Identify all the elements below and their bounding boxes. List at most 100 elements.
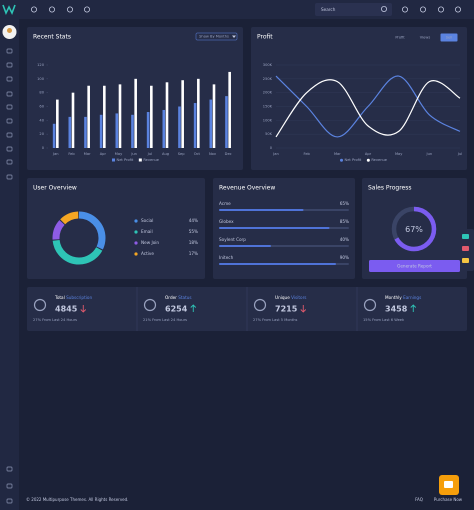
generate-report-button[interactable] bbox=[369, 260, 460, 272]
legend-swatch bbox=[134, 219, 138, 223]
bar bbox=[150, 85, 153, 148]
logo[interactable] bbox=[2, 4, 16, 15]
search-icon[interactable] bbox=[380, 6, 387, 12]
y-tick-label: 50K bbox=[265, 132, 273, 136]
trend-arrow bbox=[410, 304, 417, 312]
nav-icon[interactable] bbox=[6, 118, 13, 124]
filter-label: Show By Months bbox=[199, 35, 229, 39]
legend-label: Email bbox=[141, 229, 153, 234]
stat-title-accent: Visitors bbox=[291, 295, 306, 300]
bar bbox=[162, 109, 166, 148]
stat-icon bbox=[253, 298, 267, 312]
y-tick-label: 100K bbox=[263, 118, 273, 122]
y-tick-label: 80 bbox=[39, 91, 44, 95]
stat-title: MonthlyEarnings bbox=[385, 295, 421, 300]
top-icon[interactable] bbox=[437, 6, 444, 13]
trend-arrow bbox=[300, 305, 307, 313]
y-tick-label: 40 bbox=[39, 118, 44, 122]
stat-note: 27% From Last 24 Hours bbox=[33, 318, 77, 322]
top-icon[interactable] bbox=[84, 6, 91, 13]
legend-label: New Join bbox=[141, 240, 159, 245]
stat-title-lead: Monthly bbox=[385, 295, 402, 300]
y-tick-label: 0 bbox=[270, 146, 273, 150]
row-label: Soylent Corp bbox=[219, 237, 246, 242]
bar bbox=[193, 103, 197, 148]
stat-note: 27% From Last 5 Months bbox=[253, 318, 297, 322]
progress-bar bbox=[219, 245, 271, 247]
top-icon[interactable] bbox=[30, 6, 37, 13]
topbar bbox=[19, 0, 474, 19]
legend-swatch bbox=[366, 158, 370, 162]
nav-icon[interactable] bbox=[6, 48, 13, 54]
x-tick-label: Oct bbox=[194, 152, 201, 156]
bar bbox=[118, 84, 122, 148]
card-title: User Overview bbox=[33, 185, 77, 192]
x-tick-label: Jan bbox=[272, 152, 279, 156]
stat-title: OrderStatus bbox=[165, 295, 192, 300]
row-value: 85% bbox=[340, 219, 349, 224]
button-label[interactable]: Generate Report bbox=[397, 263, 432, 268]
top-icon[interactable] bbox=[49, 6, 56, 13]
footer-link[interactable]: FAQ bbox=[415, 497, 423, 502]
x-tick-label: Feb bbox=[303, 152, 310, 156]
trend-arrow bbox=[80, 305, 87, 313]
legend-value: 18% bbox=[189, 240, 198, 245]
progress-bar bbox=[219, 209, 304, 211]
nav-icon[interactable] bbox=[6, 62, 13, 68]
tab-active[interactable] bbox=[440, 33, 458, 42]
x-tick-label: Jun bbox=[426, 152, 433, 156]
widget-icon[interactable] bbox=[462, 234, 469, 239]
bar bbox=[165, 82, 169, 148]
y-tick-label: 200K bbox=[263, 91, 273, 95]
tab[interactable]: Profit bbox=[395, 36, 405, 40]
avatar-face bbox=[7, 28, 12, 33]
card-title: Recent Stats bbox=[33, 34, 71, 41]
nav-icon[interactable] bbox=[6, 159, 13, 165]
stat-title: TotalSubscription bbox=[54, 295, 92, 300]
legend-label: Revenue bbox=[371, 158, 387, 162]
nav-icon[interactable] bbox=[6, 76, 13, 82]
footer-link[interactable]: Purchase Now bbox=[434, 497, 463, 502]
top-icon[interactable] bbox=[401, 6, 408, 13]
tab[interactable]: Views bbox=[420, 36, 431, 40]
nav-icon[interactable] bbox=[6, 132, 13, 138]
card bbox=[251, 27, 467, 170]
x-tick-label: Jan bbox=[52, 152, 59, 156]
nav-icon[interactable] bbox=[6, 498, 13, 504]
stat-value: 4845 bbox=[55, 305, 78, 314]
nav-icon[interactable] bbox=[6, 146, 13, 152]
stat-icon bbox=[33, 298, 47, 312]
nav-icon[interactable] bbox=[6, 466, 13, 472]
bar bbox=[99, 114, 103, 148]
search-box[interactable] bbox=[315, 3, 392, 16]
nav-icon[interactable] bbox=[6, 104, 13, 110]
x-tick-label: Jul bbox=[457, 152, 462, 156]
top-icon[interactable] bbox=[419, 6, 426, 13]
bar bbox=[56, 99, 59, 148]
nav-icon[interactable] bbox=[6, 91, 13, 97]
bar bbox=[209, 99, 213, 148]
tab[interactable]: Sell bbox=[446, 36, 453, 40]
x-tick-label: Jul bbox=[147, 152, 152, 156]
x-tick-label: Nov bbox=[209, 152, 217, 156]
filter-dropdown[interactable] bbox=[195, 32, 238, 41]
bar bbox=[181, 80, 184, 148]
donut-segment bbox=[52, 211, 106, 265]
y-tick-label: 100 bbox=[37, 77, 45, 81]
card bbox=[27, 178, 205, 279]
nav-icon[interactable] bbox=[6, 483, 13, 489]
widget-icon[interactable] bbox=[462, 246, 469, 251]
legend-swatch bbox=[134, 230, 138, 234]
row-label: Acme bbox=[219, 201, 231, 206]
stat-value: 3458 bbox=[385, 305, 408, 314]
top-icon[interactable] bbox=[67, 6, 74, 13]
widget-icon[interactable] bbox=[462, 258, 469, 263]
stat-value: 7215 bbox=[275, 305, 298, 314]
donut-segment bbox=[52, 211, 106, 265]
nav-icon[interactable] bbox=[6, 174, 13, 180]
copyright: © 2022 Multipurpose Themes. All Rights R… bbox=[26, 497, 128, 502]
bar bbox=[197, 78, 200, 148]
line-series bbox=[275, 79, 461, 138]
top-icon[interactable] bbox=[454, 6, 461, 13]
